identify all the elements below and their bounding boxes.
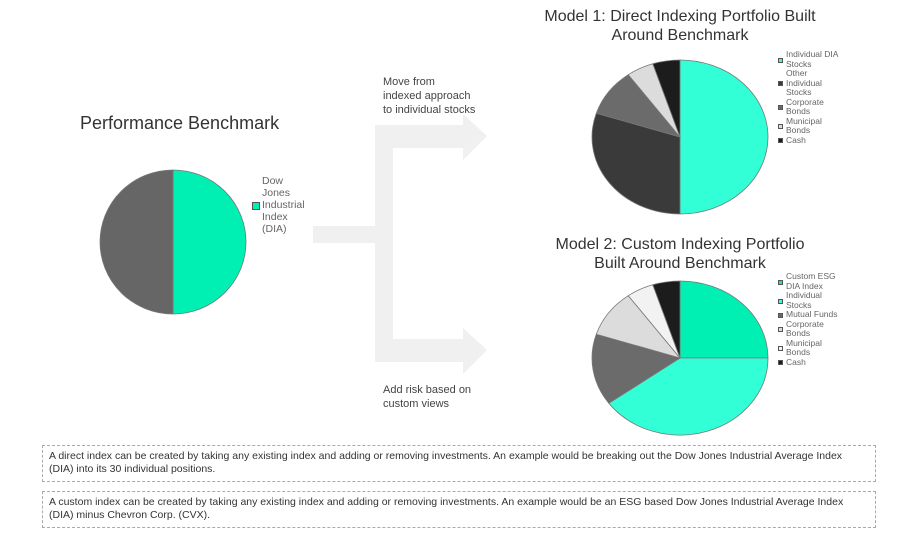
- legend-label-line: Mutual Funds: [786, 309, 838, 319]
- legend-label-line: Corporate: [786, 318, 824, 329]
- pie-slice: [679, 59, 769, 215]
- pie-slice: [99, 169, 174, 315]
- legend-label-line: Dow: [262, 175, 284, 187]
- model2-title: Model 2: Custom Indexing Portfolio Built…: [520, 235, 840, 273]
- legend-label-line: Index: [262, 211, 288, 223]
- benchmark-title: Performance Benchmark: [80, 113, 280, 133]
- legend-swatch-icon: [252, 202, 260, 210]
- model2-title-line2: Built Around Benchmark: [594, 255, 766, 272]
- model1-title: Model 1: Direct Indexing Portfolio Built…: [520, 7, 840, 45]
- legend-swatch-icon: [778, 279, 783, 285]
- legend-label-line: Individual: [786, 77, 822, 88]
- legend-swatch-icon: [778, 57, 783, 63]
- legend-item: Individual DIA Stocks: [778, 49, 839, 69]
- legend-label-line: Bonds: [786, 106, 811, 116]
- arrow-top-label-line: to individual stocks: [383, 104, 476, 116]
- legend-swatch-icon: [778, 298, 783, 304]
- model1-pie-chart: [591, 59, 769, 215]
- pie-slice: [652, 59, 681, 138]
- arrow-top-right-icon: [375, 114, 487, 160]
- legend-label-line: Individual: [786, 290, 822, 300]
- legend-label-line: Corporate: [786, 96, 824, 107]
- legend-swatch-icon: [778, 124, 783, 129]
- legend-swatch-icon: [778, 105, 783, 110]
- arrow-top-label-line: indexed approach: [383, 90, 471, 102]
- pie-slice: [652, 280, 681, 359]
- arrow-stub: [313, 226, 377, 243]
- arrow-top-label-line: Move from: [383, 76, 435, 88]
- legend-swatch-icon: [778, 138, 783, 144]
- pie-slice: [679, 280, 769, 359]
- legend-label-line: Custom ESG: [786, 271, 836, 281]
- legend-item: Cash: [778, 356, 838, 368]
- legend-swatch-icon: [778, 346, 783, 351]
- arrow-bottom-right-icon: [375, 328, 487, 374]
- legend-label-line: (DIA): [262, 223, 287, 235]
- legend-swatch-icon: [778, 81, 783, 87]
- arrow-bottom-label-line: custom views: [383, 398, 450, 410]
- arrow-top-label: Move from indexed approach to individual…: [383, 75, 475, 117]
- model2-pie-chart: [591, 280, 769, 436]
- legend-label-line: Jones: [262, 187, 291, 199]
- legend-item: Cash: [778, 134, 838, 146]
- model1-title-line1: Model 1: Direct Indexing Portfolio Built: [544, 8, 816, 25]
- model1-legend: Individual DIA Stocks Other Individual Stock…: [778, 49, 839, 146]
- pie-slice: [608, 357, 769, 436]
- legend-label-line: Bonds: [786, 328, 811, 338]
- legend-label-line: Other: [786, 68, 808, 78]
- pie-slice: [591, 112, 681, 215]
- legend-label-line: Municipal: [786, 337, 822, 348]
- legend-label-line: Stocks: [786, 87, 812, 97]
- model2-title-line1: Model 2: Custom Indexing Portfolio: [555, 236, 805, 253]
- model1-title-line2: Around Benchmark: [611, 27, 749, 44]
- pie-slice: [591, 333, 681, 404]
- legend-label-line: Stocks: [786, 299, 812, 310]
- legend-item: Mutual Funds: [778, 309, 838, 320]
- legend-label-line: Industrial: [262, 199, 305, 211]
- legend-item-dia: Dow Jones Industrial Index (DIA): [252, 175, 305, 235]
- arrow-vertical-bar: [375, 125, 393, 362]
- legend-label-line: Cash: [786, 356, 806, 367]
- legend-label-line: DIA Index: [786, 280, 823, 291]
- legend-label-line: Cash: [786, 134, 806, 145]
- legend-item: Municipal Bonds: [778, 337, 838, 358]
- arrow-bottom-label-line: Add risk based on: [383, 384, 472, 396]
- legend-swatch-icon: [778, 312, 783, 318]
- legend-item: Corporate Bonds: [778, 318, 838, 339]
- legend-item: Other Individual Stocks: [778, 68, 838, 98]
- benchmark-pie-chart: [99, 169, 247, 315]
- legend-label-line: Stocks: [786, 58, 812, 69]
- custom-index-note: A custom index can be created by taking …: [42, 491, 876, 528]
- legend-swatch-icon: [778, 327, 783, 332]
- pie-slice: [172, 169, 247, 315]
- legend-item: Corporate Bonds: [778, 96, 838, 117]
- legend-swatch-icon: [778, 360, 783, 366]
- legend-item: Municipal Bonds: [778, 115, 838, 136]
- legend-item: Custom ESG DIA Index: [778, 271, 838, 291]
- model2-legend: Custom ESG DIA Index Individual Stocks Mutua…: [778, 271, 838, 368]
- direct-index-note: A direct index can be created by taking …: [42, 445, 876, 482]
- arrow-bottom-label: Add risk based on custom views: [383, 383, 471, 411]
- legend-item: Individual Stocks: [778, 290, 838, 310]
- legend-label-line: Municipal: [786, 115, 822, 126]
- legend-label-line: Bonds: [786, 125, 811, 135]
- legend-label-line: Individual DIA: [786, 49, 839, 59]
- legend-label-line: Bonds: [786, 347, 811, 357]
- benchmark-legend: Dow Jones Industrial Index (DIA): [252, 175, 305, 235]
